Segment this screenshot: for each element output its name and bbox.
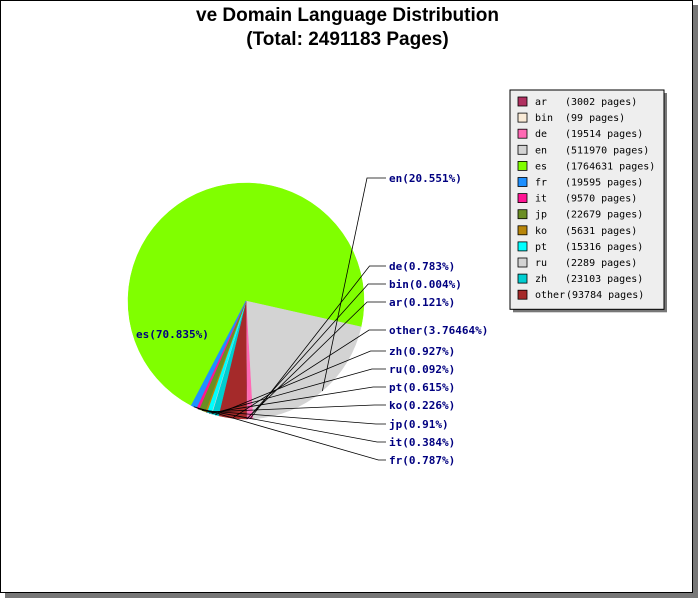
- chart-title-block: ve Domain Language Distribution (Total: …: [1, 4, 694, 52]
- leader-lines: [193, 177, 386, 461]
- legend-code-fr: fr: [535, 178, 547, 189]
- legend-swatch-pt: [517, 241, 528, 252]
- slice-label-ar: ar(0.121%): [389, 296, 455, 309]
- leader-line-pt: [208, 386, 386, 414]
- legend-pages-ko: (5631 pages): [565, 226, 637, 237]
- pie-chart: es(70.835%) en(20.551%) de(0.783%) bin(0.00…: [127, 89, 667, 467]
- leader-line-ru: [211, 368, 386, 415]
- slice-labels: es(70.835%) en(20.551%) de(0.783%) bin(0.00…: [136, 172, 488, 467]
- legend-code-jp: jp: [535, 210, 547, 221]
- slice-label-it: it(0.384%): [389, 436, 455, 449]
- leader-line-it: [197, 408, 386, 443]
- leader-line-zh: [215, 350, 386, 416]
- leader-line-de: [249, 265, 386, 420]
- legend-pages-zh: (23103 pages): [565, 274, 643, 285]
- legend: ar (3002 pages) bin (99 pages) de (19514 page…: [509, 89, 667, 313]
- slice-label-jp: jp(0.91%): [389, 418, 449, 431]
- legend-swatch-other: [517, 289, 528, 300]
- legend-box: [509, 89, 665, 310]
- slice-label-ko: ko(0.226%): [389, 399, 455, 412]
- legend-swatch-fr: [517, 177, 528, 187]
- legend-code-other: other: [535, 290, 565, 301]
- chart-frame: ve Domain Language Distribution (Total: …: [0, 0, 693, 593]
- legend-code-ru: ru: [535, 258, 547, 269]
- leader-line-en: [322, 177, 386, 392]
- chart-subtitle: (Total: 2491183 Pages): [246, 29, 449, 50]
- legend-swatch-jp: [517, 209, 528, 220]
- legend-swatch-de: [517, 128, 528, 139]
- legend-pages-pt: (15316 pages): [565, 242, 643, 253]
- slice-label-en: en(20.551%): [389, 172, 462, 185]
- legend-swatch-zh: [517, 273, 528, 284]
- legend-swatch-ko: [517, 225, 528, 236]
- slice-label-fr: fr(0.787%): [389, 454, 455, 467]
- legend-swatch-en: [517, 144, 528, 155]
- legend-swatch-es: [517, 160, 528, 171]
- legend-code-bin: bin: [535, 113, 553, 124]
- leader-line-fr: [193, 406, 386, 461]
- legend-pages-es: (1764631 pages): [565, 161, 655, 172]
- legend-code-de: de: [535, 129, 547, 140]
- legend-swatch-bin: [517, 112, 528, 123]
- leader-line-bin: [246, 283, 386, 420]
- slice-label-zh: zh(0.927%): [389, 345, 455, 358]
- slice-label-pt: pt(0.615%): [389, 381, 455, 394]
- slice-label-es: es(70.835%): [136, 328, 209, 341]
- legend-code-zh: zh: [535, 274, 547, 285]
- legend-pages-en: (511970 pages): [565, 145, 649, 156]
- legend-code-it: it: [535, 194, 547, 205]
- legend-code-en: en: [535, 145, 547, 156]
- legend-pages-ar: (3002 pages): [565, 97, 637, 108]
- legend-pages-it: (9570 pages): [565, 194, 637, 205]
- legend-swatch-ar: [517, 96, 528, 107]
- slice-label-ru: ru(0.092%): [389, 363, 455, 376]
- legend-pages-bin: (99 pages): [565, 113, 625, 124]
- legend-pages-ru: (2289 pages): [565, 258, 637, 269]
- slice-label-bin: bin(0.004%): [389, 278, 462, 291]
- chart-title: ve Domain Language Distribution: [196, 5, 499, 26]
- legend-pages-fr: (19595 pages): [565, 178, 643, 189]
- legend-code-es: es: [535, 161, 547, 172]
- legend-code-ar: ar: [535, 97, 547, 108]
- legend-pages-jp: (22679 pages): [565, 210, 643, 221]
- slice-label-other: other(3.76464%): [389, 324, 488, 337]
- legend-pages-de: (19514 pages): [565, 129, 643, 140]
- legend-pages-other: (93784 pages): [566, 290, 644, 301]
- legend-swatch-it: [517, 193, 528, 204]
- legend-code-pt: pt: [535, 242, 547, 253]
- leader-line-ko: [206, 404, 386, 413]
- leader-line-jp: [202, 410, 386, 425]
- pie-slices: [127, 182, 365, 420]
- slice-label-de: de(0.783%): [389, 260, 455, 273]
- leader-line-ar: [246, 301, 386, 420]
- legend-swatch-ru: [517, 257, 528, 268]
- pie-slice-es: [127, 182, 365, 406]
- legend-code-ko: ko: [535, 226, 547, 237]
